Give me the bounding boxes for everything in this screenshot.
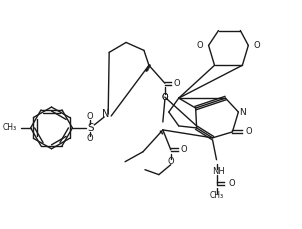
Text: O: O — [197, 41, 204, 50]
Text: O: O — [87, 112, 94, 122]
Text: N: N — [102, 109, 110, 119]
Text: O: O — [228, 179, 235, 188]
Text: S: S — [87, 123, 94, 133]
Text: O: O — [174, 79, 180, 88]
Text: O: O — [181, 145, 187, 154]
Text: O: O — [162, 93, 168, 102]
Text: O: O — [87, 134, 94, 143]
Text: CH₃: CH₃ — [3, 123, 17, 132]
Text: O: O — [253, 41, 260, 50]
Text: N: N — [239, 107, 246, 117]
Text: NH: NH — [212, 167, 225, 176]
Text: O: O — [162, 93, 168, 102]
Text: O: O — [168, 157, 174, 166]
Text: CH₃: CH₃ — [210, 191, 223, 200]
Text: O: O — [245, 127, 252, 136]
